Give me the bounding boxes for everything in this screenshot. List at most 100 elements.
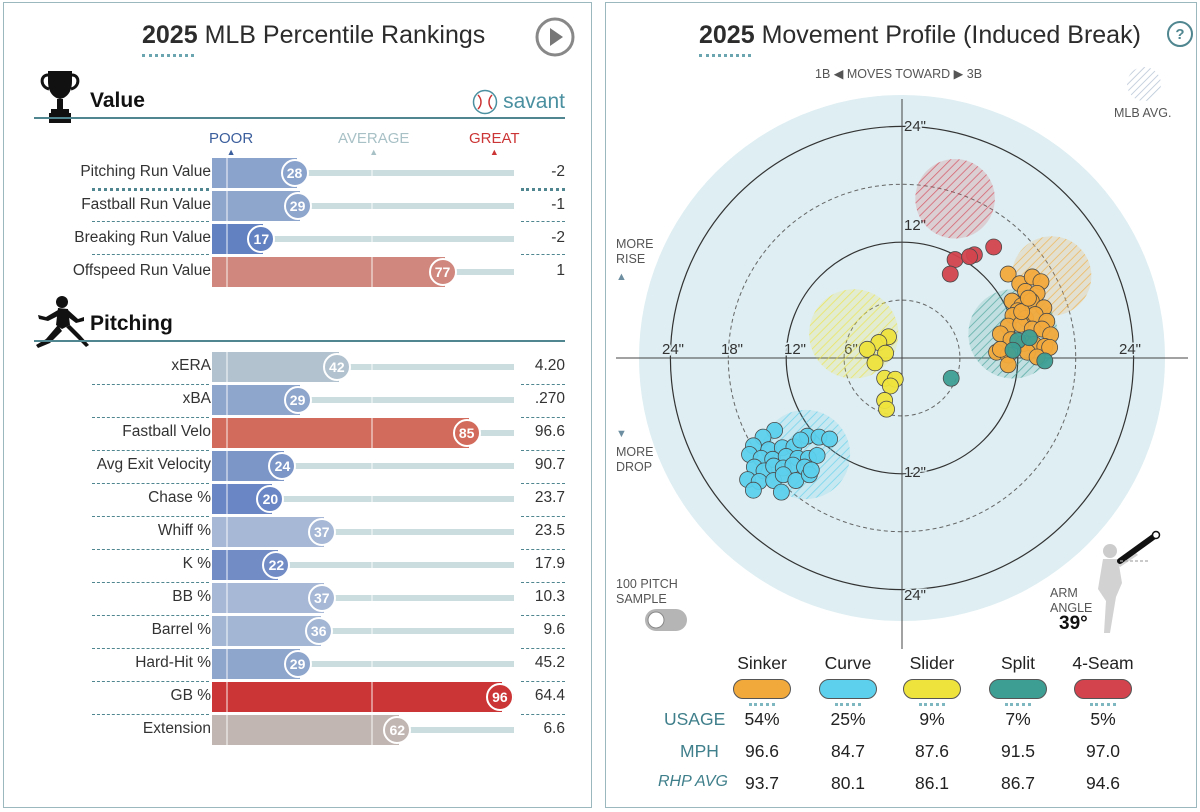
sample-toggle[interactable] xyxy=(644,608,688,632)
pitch-underline xyxy=(835,703,861,706)
savant-logo[interactable]: savant xyxy=(472,89,565,115)
section-divider xyxy=(34,117,565,119)
percentile-track xyxy=(212,661,514,667)
bar-tick xyxy=(226,418,228,448)
pitch-point-curve xyxy=(808,447,826,464)
percentile-bar xyxy=(212,715,400,745)
percentile-bar xyxy=(212,517,324,547)
percentile-bubble[interactable]: 37 xyxy=(307,584,336,612)
pitch-point-4seam xyxy=(985,238,1003,256)
pitch-color-pill[interactable] xyxy=(903,679,961,699)
row-separator xyxy=(92,681,209,682)
percentile-bubble[interactable]: 28 xyxy=(280,159,309,187)
percentile-bubble[interactable]: 36 xyxy=(304,617,333,645)
help-icon[interactable]: ? xyxy=(1166,20,1194,48)
pitch-mph: 91.5 xyxy=(1000,741,1036,761)
bar-tick xyxy=(371,484,373,514)
percentile-row[interactable]: Fastball Run Value 29 -1 xyxy=(4,191,593,221)
percentile-row[interactable]: Avg Exit Velocity 24 90.7 xyxy=(4,451,593,481)
percentile-row[interactable]: xBA 29 .270 xyxy=(4,385,593,415)
more-rise-line2: RISE xyxy=(616,252,646,266)
percentile-bubble[interactable]: 42 xyxy=(322,353,351,381)
percentile-row[interactable]: Hard-Hit % 29 45.2 xyxy=(4,649,593,679)
row-separator xyxy=(521,681,565,682)
pitch-mph: 97.0 xyxy=(1085,741,1121,761)
pitch-point-curve xyxy=(802,461,820,479)
percentile-bubble[interactable]: 85 xyxy=(452,419,481,447)
metric-label: K % xyxy=(182,555,211,572)
percentile-row[interactable]: K % 22 17.9 xyxy=(4,550,593,580)
percentile-bubble[interactable]: 29 xyxy=(283,650,312,678)
percentile-bubble[interactable]: 77 xyxy=(428,258,457,286)
moves-toward-label: 1B ◀ MOVES TOWARD ▶ 3B xyxy=(815,66,982,81)
pitch-underline xyxy=(749,703,775,706)
percentile-row[interactable]: Chase % 20 23.7 xyxy=(4,484,593,514)
play-icon[interactable] xyxy=(535,17,575,57)
bar-tick xyxy=(371,385,373,415)
percentile-row[interactable]: Whiff % 37 23.5 xyxy=(4,517,593,547)
row-separator xyxy=(521,417,565,418)
percentile-row[interactable]: Extension 62 6.6 xyxy=(4,715,593,745)
percentile-bar xyxy=(212,257,445,287)
pitch-color-pill[interactable] xyxy=(1074,679,1132,699)
bar-tick xyxy=(226,484,228,514)
percentile-row[interactable]: Offspeed Run Value 77 1 xyxy=(4,257,593,287)
percentile-bubble[interactable]: 22 xyxy=(262,551,291,579)
arm-angle-line1: ARM xyxy=(1050,586,1078,600)
pitch-name: Curve xyxy=(824,653,872,673)
more-drop-label: ▼ MORE DROP xyxy=(616,427,654,475)
row-separator xyxy=(521,615,565,616)
more-rise-line1: MORE xyxy=(616,237,654,251)
metric-label: Offspeed Run Value xyxy=(72,262,211,279)
percentile-bubble[interactable]: 37 xyxy=(307,518,336,546)
pitch-point-sinker xyxy=(999,265,1017,283)
percentile-row[interactable]: Fastball Velo 85 96.6 xyxy=(4,418,593,448)
metric-value: 90.7 xyxy=(534,456,565,473)
bar-tick xyxy=(371,257,373,287)
percentile-row[interactable]: xERA 42 4.20 xyxy=(4,352,593,382)
percentile-bubble[interactable]: 96 xyxy=(485,683,514,711)
percentile-track xyxy=(212,170,514,176)
percentile-bar xyxy=(212,352,339,382)
percentile-bubble[interactable]: 62 xyxy=(383,716,412,744)
pitch-name: Sinker xyxy=(737,653,787,673)
bar-tick xyxy=(226,451,228,481)
bar-tick xyxy=(371,418,373,448)
movement-title: 2025 Movement Profile (Induced Break) xyxy=(699,21,1141,50)
percentile-row[interactable]: GB % 96 64.4 xyxy=(4,682,593,712)
movement-profile-panel: 2025 Movement Profile (Induced Break) ? … xyxy=(605,2,1197,808)
percentile-bubble[interactable]: 20 xyxy=(256,485,285,513)
metric-label: xERA xyxy=(171,357,211,374)
sample-line2: SAMPLE xyxy=(616,592,667,606)
pitch-color-pill[interactable] xyxy=(733,679,791,699)
percentile-row[interactable]: Pitching Run Value 28 -2 xyxy=(4,158,593,188)
pitch-point-split xyxy=(1036,352,1054,370)
metric-value: -1 xyxy=(551,196,565,213)
row-separator xyxy=(521,516,565,517)
pitch-name: Split xyxy=(1000,653,1036,673)
bar-tick xyxy=(226,682,228,712)
average-arrow-icon: ▲ xyxy=(369,147,379,157)
row-separator xyxy=(521,254,565,255)
metric-label: Fastball Velo xyxy=(122,423,211,440)
percentile-bubble[interactable]: 29 xyxy=(283,386,312,414)
percentile-row[interactable]: BB % 37 10.3 xyxy=(4,583,593,613)
pitch-point-4seam xyxy=(961,248,978,266)
bar-tick xyxy=(371,715,373,745)
row-separator xyxy=(92,549,209,550)
percentile-row[interactable]: Breaking Run Value 17 -2 xyxy=(4,224,593,254)
movement-title-underline xyxy=(699,54,751,57)
arm-angle-label: ARM ANGLE xyxy=(1050,586,1092,616)
percentile-bubble[interactable]: 24 xyxy=(268,452,297,480)
percentile-bubble[interactable]: 29 xyxy=(283,192,312,220)
percentile-track xyxy=(212,595,514,601)
row-separator xyxy=(92,483,209,484)
pitch-point-slider xyxy=(877,344,894,362)
pitch-point-curve xyxy=(772,483,790,501)
pitch-color-pill[interactable] xyxy=(989,679,1047,699)
pitch-mph: 96.6 xyxy=(744,741,780,761)
pitch-color-pill[interactable] xyxy=(819,679,877,699)
percentile-bubble[interactable]: 17 xyxy=(247,225,276,253)
bar-tick xyxy=(371,649,373,679)
percentile-row[interactable]: Barrel % 36 9.6 xyxy=(4,616,593,646)
